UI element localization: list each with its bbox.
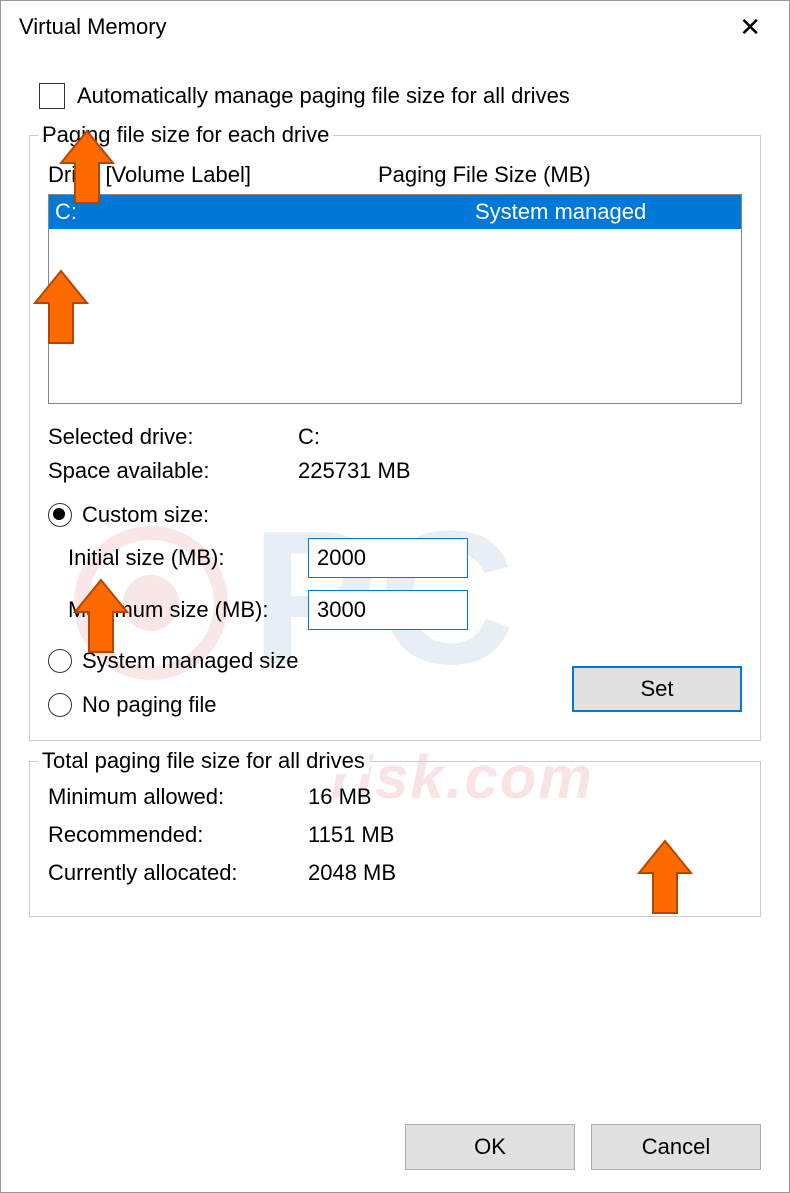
header-paging-size: Paging File Size (MB) — [378, 162, 742, 188]
recommended-label: Recommended: — [48, 822, 308, 848]
group-each-drive-legend: Paging file size for each drive — [38, 122, 333, 148]
selected-drive-value: C: — [298, 424, 742, 450]
close-icon[interactable]: ✕ — [729, 8, 771, 47]
radio-system-managed-label: System managed size — [82, 648, 298, 674]
space-available-value: 225731 MB — [298, 458, 742, 484]
group-each-drive: Paging file size for each drive Drive [V… — [29, 135, 761, 741]
currently-allocated-label: Currently allocated: — [48, 860, 308, 886]
initial-size-input[interactable] — [308, 538, 468, 578]
cancel-button[interactable]: Cancel — [591, 1124, 761, 1170]
auto-manage-checkbox[interactable] — [39, 83, 65, 109]
maximum-size-label: Maximum size (MB): — [68, 597, 308, 623]
minimum-allowed-label: Minimum allowed: — [48, 784, 308, 810]
radio-custom-size-label: Custom size: — [82, 502, 209, 528]
virtual-memory-dialog: Virtual Memory ✕ PC risk.com Automatical… — [0, 0, 790, 1193]
space-available-label: Space available: — [48, 458, 298, 484]
drive-row-size: System managed — [475, 199, 735, 225]
initial-size-label: Initial size (MB): — [68, 545, 308, 571]
selected-drive-label: Selected drive: — [48, 424, 298, 450]
maximum-size-input[interactable] — [308, 590, 468, 630]
drive-list[interactable]: C: System managed — [48, 194, 742, 404]
group-total-legend: Total paging file size for all drives — [38, 748, 369, 774]
minimum-allowed-value: 16 MB — [308, 784, 372, 810]
radio-custom-size[interactable] — [48, 503, 72, 527]
auto-manage-label: Automatically manage paging file size fo… — [77, 83, 570, 109]
currently-allocated-value: 2048 MB — [308, 860, 396, 886]
window-title: Virtual Memory — [19, 14, 167, 40]
set-button[interactable]: Set — [572, 666, 742, 712]
titlebar: Virtual Memory ✕ — [1, 1, 789, 53]
radio-no-paging[interactable] — [48, 693, 72, 717]
drive-row[interactable]: C: System managed — [49, 195, 741, 229]
radio-no-paging-label: No paging file — [82, 692, 217, 718]
recommended-value: 1151 MB — [308, 822, 394, 848]
group-total: Total paging file size for all drives Mi… — [29, 761, 761, 917]
header-drive: Drive [Volume Label] — [48, 162, 378, 188]
radio-system-managed[interactable] — [48, 649, 72, 673]
drive-row-name: C: — [55, 199, 475, 225]
ok-button[interactable]: OK — [405, 1124, 575, 1170]
